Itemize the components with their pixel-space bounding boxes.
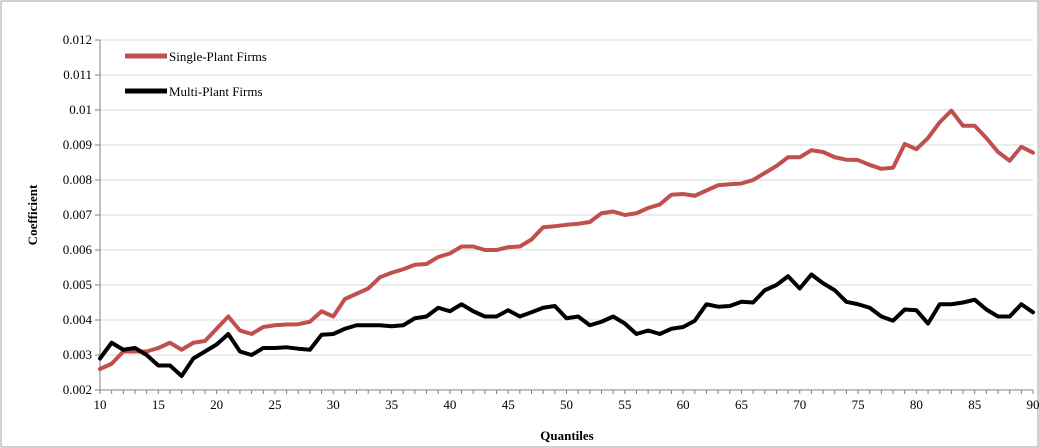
x-tick-label: 50 <box>560 397 573 412</box>
series-lines <box>98 108 1035 378</box>
x-axis-title: Quantiles <box>540 428 593 443</box>
x-tick-label: 40 <box>443 397 456 412</box>
series-line-multi-plant <box>98 272 1035 378</box>
x-tick-label: 30 <box>327 397 340 412</box>
x-tick-label: 55 <box>618 397 631 412</box>
gridlines <box>100 39 1033 356</box>
y-tick-label: 0.009 <box>63 137 92 152</box>
y-tick-label: 0.01 <box>69 102 92 117</box>
x-tick-label: 10 <box>94 397 107 412</box>
legend: Single-Plant Firms Multi-Plant Firms <box>125 49 267 99</box>
x-tick-label: 85 <box>968 397 981 412</box>
x-tick-label: 25 <box>268 397 281 412</box>
series-line-single-plant <box>98 108 1035 371</box>
x-tick-label: 80 <box>910 397 923 412</box>
x-tick-label: 75 <box>852 397 865 412</box>
x-tick-label: 90 <box>1027 397 1039 412</box>
x-tick-label: 15 <box>152 397 165 412</box>
x-tick-label: 35 <box>385 397 398 412</box>
y-tick-label: 0.011 <box>63 67 92 82</box>
x-tick-label: 70 <box>793 397 806 412</box>
y-tick-label: 0.008 <box>63 172 92 187</box>
y-tick-label: 0.006 <box>63 242 93 257</box>
x-tick-label: 60 <box>677 397 690 412</box>
y-axis-title: Coefficient <box>25 184 40 245</box>
y-tick-label: 0.005 <box>63 277 92 292</box>
y-tick-label: 0.004 <box>63 312 93 327</box>
y-tick-label: 0.007 <box>63 207 93 222</box>
x-tick-label: 65 <box>735 397 748 412</box>
axes: 0.002 0.003 0.004 0.005 0.006 0.007 0.008 0.009… <box>63 32 1039 412</box>
legend-label-single-plant: Single-Plant Firms <box>169 49 267 64</box>
x-tick-label: 20 <box>210 397 223 412</box>
y-tick-label: 0.012 <box>63 32 92 47</box>
legend-label-multi-plant: Multi-Plant Firms <box>169 84 263 99</box>
y-tick-label: 0.002 <box>63 382 92 397</box>
y-tick-label: 0.003 <box>63 347 92 362</box>
x-tick-label: 45 <box>502 397 515 412</box>
